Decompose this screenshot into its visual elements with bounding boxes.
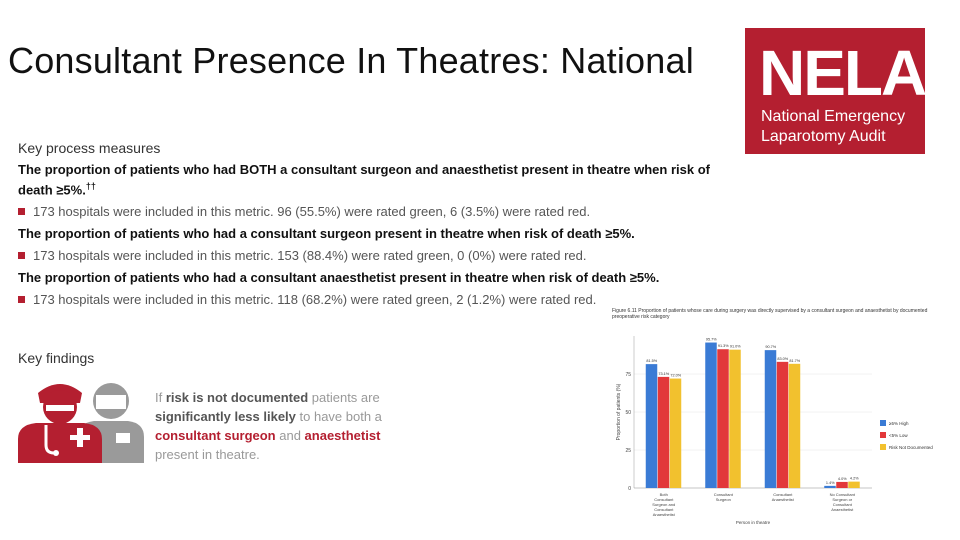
bar-value-label: 90.7%: [765, 345, 776, 349]
bar-value-label: 83.0%: [777, 357, 788, 361]
measure-bullet: 173 hospitals were included in this metr…: [18, 204, 738, 220]
legend-label: ≥5% High: [889, 421, 909, 426]
bar: [717, 349, 729, 488]
bar-value-label: 1.4%: [826, 481, 835, 485]
measure-title: The proportion of patients who had BOTH …: [18, 162, 710, 198]
category-label: Both: [660, 492, 668, 497]
category-label: Consultant: [773, 492, 793, 497]
logo-wordmark: NELA: [759, 37, 927, 109]
bar-value-label: 4.0%: [838, 477, 847, 481]
logo-line-1: National Emergency: [761, 108, 906, 125]
measures-heading: Key process measures: [18, 140, 161, 156]
bar-value-label: 81.5%: [646, 359, 657, 363]
measure-item: The proportion of patients who had BOTH …: [18, 162, 738, 220]
nela-logo: NELA National Emergency Laparotomy Audit: [745, 28, 927, 154]
bar-value-label: 73.1%: [658, 372, 669, 376]
y-axis-label: Proportion of patients (%): [616, 383, 622, 440]
bar: [776, 361, 789, 488]
bar: [836, 481, 848, 488]
bar-value-label: 95.7%: [706, 338, 717, 342]
bar-value-label: 91.3%: [718, 344, 729, 348]
legend-swatch: [880, 420, 886, 426]
bar: [729, 349, 741, 488]
clinicians-icon: [16, 375, 146, 465]
category-label: Consultant: [654, 507, 674, 512]
bar-value-label: 4.2%: [850, 477, 859, 481]
bar: [669, 378, 682, 488]
bar: [764, 350, 777, 488]
bar: [848, 481, 860, 488]
legend-label: Risk Not Documented: [889, 445, 933, 450]
legend-swatch: [880, 444, 886, 450]
finding-statement: If risk is not documented patients are s…: [155, 390, 382, 462]
findings-heading: Key findings: [18, 350, 95, 366]
category-label: Anaesthetist: [772, 497, 795, 502]
bullet-icon: [18, 252, 25, 260]
bar-value-label: 81.7%: [789, 359, 800, 363]
bar: [824, 485, 836, 488]
bar: [788, 363, 801, 488]
category-label: Consultant: [714, 492, 734, 497]
bar: [705, 342, 717, 488]
category-label: Surgeon: [716, 497, 731, 502]
y-tick-label: 0: [628, 486, 631, 492]
legend-label: <5% Low: [889, 433, 908, 438]
bar: [657, 376, 670, 488]
bullet-icon: [18, 296, 25, 304]
key-process-measures: Key process measures The proportion of p…: [18, 140, 738, 314]
measure-title: The proportion of patients who had a con…: [18, 226, 635, 242]
x-axis-label: Person in theatre: [736, 520, 771, 525]
category-label: Surgeon and: [652, 502, 675, 507]
category-label: Surgeon or: [832, 497, 852, 502]
category-label: No Consultant: [830, 492, 856, 497]
measure-item: The proportion of patients who had a con…: [18, 226, 738, 264]
y-tick-label: 50: [625, 410, 631, 416]
legend-swatch: [880, 432, 886, 438]
measure-item: The proportion of patients who had a con…: [18, 270, 738, 308]
measure-bullet: 173 hospitals were included in this metr…: [18, 248, 738, 264]
bar: [645, 364, 658, 488]
bar-value-label: 72.0%: [670, 374, 681, 378]
measure-title: The proportion of patients who had a con…: [18, 270, 660, 286]
logo-line-2: Laparotomy Audit: [761, 128, 886, 145]
bar-value-label: 91.0%: [730, 345, 741, 349]
category-label: Consultant: [833, 502, 853, 507]
bullet-icon: [18, 208, 25, 216]
figure-6-11: Figure 6.11 Proportion of patients whose…: [612, 308, 947, 538]
measure-bullet: 173 hospitals were included in this metr…: [18, 292, 738, 308]
y-tick-label: 25: [625, 448, 631, 454]
slide-title: Consultant Presence In Theatres: Nationa…: [8, 40, 694, 81]
figure-caption: Figure 6.11 Proportion of patients whose…: [612, 308, 928, 320]
category-label: Anaesthetist: [831, 507, 854, 512]
y-tick-label: 75: [625, 372, 631, 378]
category-label: Anaesthetist: [653, 512, 676, 517]
category-label: Consultant: [654, 497, 674, 502]
